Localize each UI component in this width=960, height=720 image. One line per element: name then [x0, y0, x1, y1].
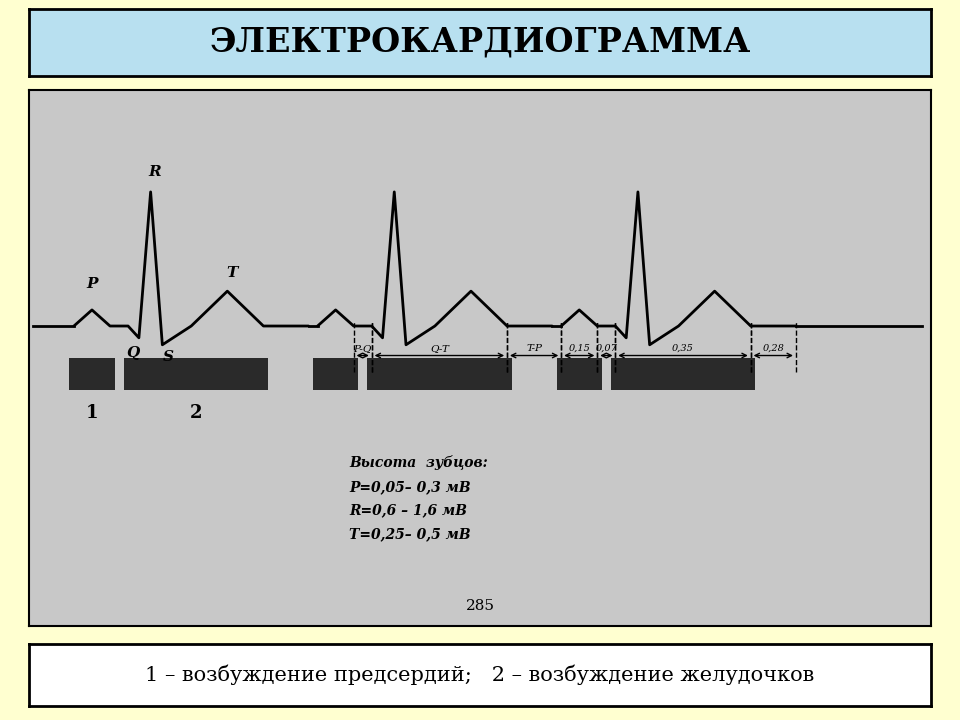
Text: 285: 285: [466, 599, 494, 613]
Bar: [611, 358, 756, 390]
Text: 0,07: 0,07: [595, 344, 617, 353]
Text: Q: Q: [126, 346, 139, 360]
Text: 0,35: 0,35: [672, 344, 694, 353]
Text: S: S: [163, 350, 174, 364]
Text: T: T: [227, 266, 237, 280]
Bar: [368, 358, 512, 390]
Text: P-Q: P-Q: [353, 344, 372, 353]
Text: 2: 2: [189, 404, 202, 422]
Text: 1: 1: [85, 404, 98, 422]
Text: 0,15: 0,15: [568, 344, 590, 353]
Text: P: P: [86, 277, 98, 291]
Text: Высота  зубцов:
P=0,05– 0,3 мВ
R=0,6 – 1,6 мВ
T=0,25– 0,5 мВ: Высота зубцов: P=0,05– 0,3 мВ R=0,6 – 1,…: [349, 455, 488, 541]
Text: R: R: [149, 164, 161, 179]
Text: ЭЛЕКТРОКАРДИОГРАММА: ЭЛЕКТРОКАРДИОГРАММА: [209, 26, 751, 59]
Text: 1 – возбуждение предсердий;   2 – возбуждение желудочков: 1 – возбуждение предсердий; 2 – возбужде…: [145, 665, 815, 685]
Bar: [313, 358, 358, 390]
Bar: [557, 358, 602, 390]
Text: Q-T: Q-T: [430, 344, 449, 353]
Text: 0,28: 0,28: [762, 344, 784, 353]
Bar: [124, 358, 268, 390]
Text: T-P: T-P: [526, 344, 542, 353]
Bar: [69, 358, 114, 390]
